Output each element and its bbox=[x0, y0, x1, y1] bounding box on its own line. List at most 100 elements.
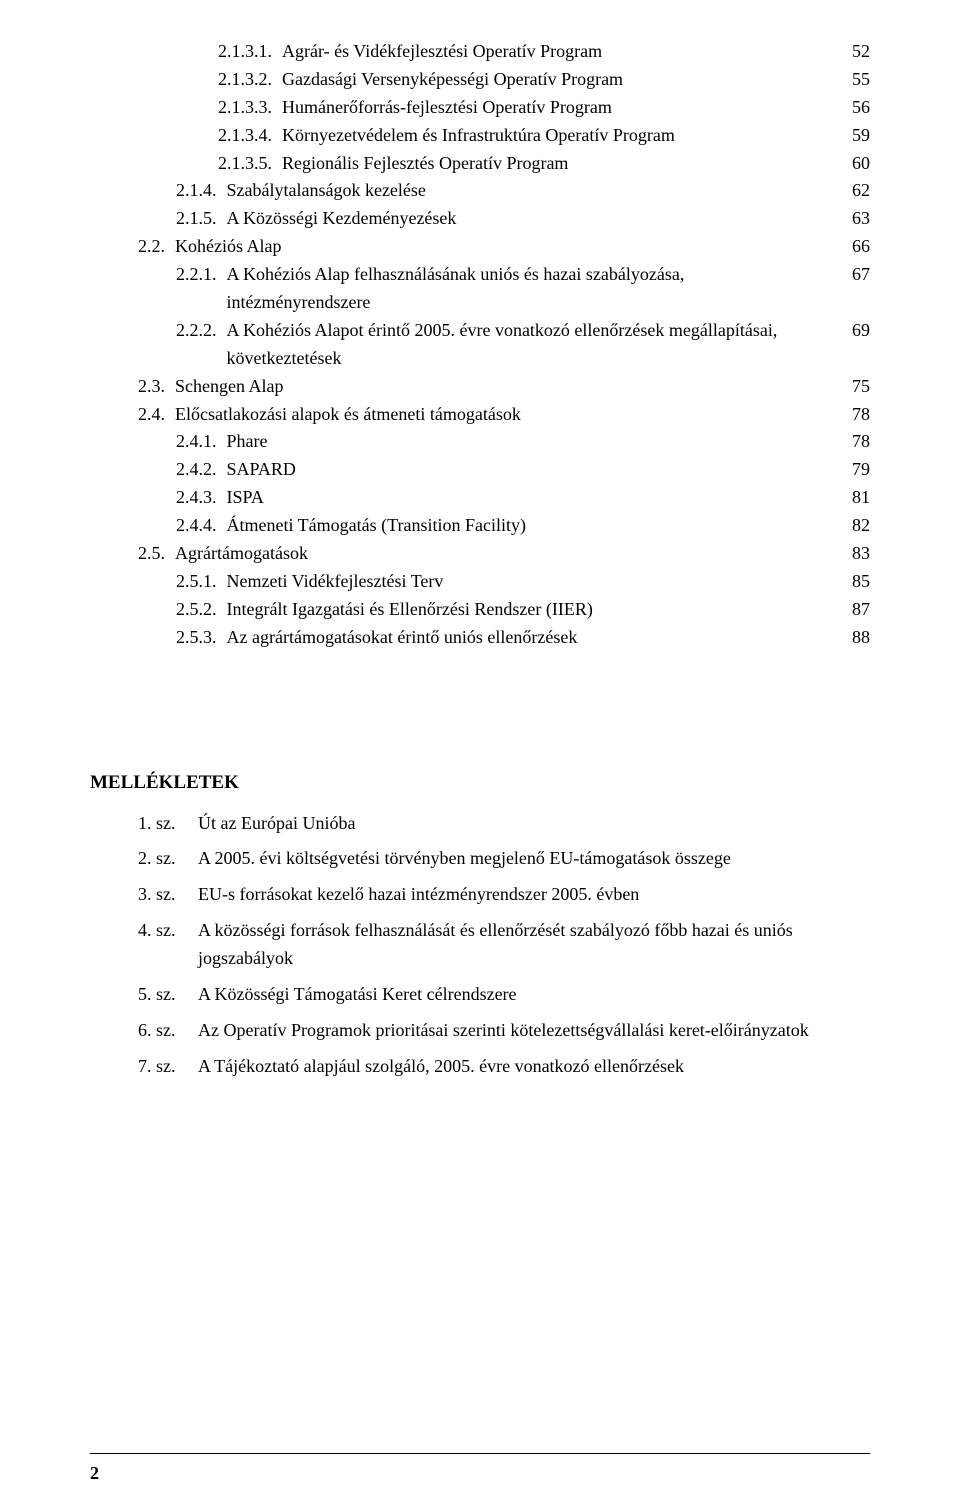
appendix-title: Az Operatív Programok prioritásai szerin… bbox=[198, 1017, 870, 1045]
toc-title: Regionális Fejlesztés Operatív Program bbox=[282, 150, 838, 178]
toc-row: 2.4.4.Átmeneti Támogatás (Transition Fac… bbox=[90, 512, 870, 540]
toc-row: 2.5.2.Integrált Igazgatási és Ellenőrzés… bbox=[90, 596, 870, 624]
toc-number: 2.3. bbox=[138, 373, 175, 401]
toc-title: Agrártámogatások bbox=[175, 540, 838, 568]
toc-row: 2.5.3.Az agrártámogatásokat érintő uniós… bbox=[90, 624, 870, 652]
toc-number: 2.1.3.5. bbox=[218, 150, 282, 178]
toc-number: 2.5.3. bbox=[176, 624, 227, 652]
appendix-number: 4. sz. bbox=[138, 917, 198, 945]
toc-page-number: 66 bbox=[838, 233, 870, 261]
toc-row: 2.4.Előcsatlakozási alapok és átmeneti t… bbox=[90, 401, 870, 429]
toc-title: Phare bbox=[227, 428, 839, 456]
toc-title: Átmeneti Támogatás (Transition Facility) bbox=[227, 512, 839, 540]
appendix-row: 6. sz.Az Operatív Programok prioritásai … bbox=[138, 1017, 870, 1045]
footer-rule bbox=[90, 1453, 870, 1454]
toc-page-number: 88 bbox=[838, 624, 870, 652]
toc-page-number: 56 bbox=[838, 94, 870, 122]
toc-number: 2.1.3.2. bbox=[218, 66, 282, 94]
toc-number: 2.1.3.3. bbox=[218, 94, 282, 122]
toc-page-number: 79 bbox=[838, 456, 870, 484]
footer-page-number: 2 bbox=[90, 1463, 99, 1484]
toc-page-number: 63 bbox=[838, 205, 870, 233]
appendix-title: Út az Európai Unióba bbox=[198, 810, 870, 838]
toc-row: 2.4.1.Phare78 bbox=[90, 428, 870, 456]
toc-row: 2.1.5.A Közösségi Kezdeményezések63 bbox=[90, 205, 870, 233]
toc-row: 2.4.2.SAPARD79 bbox=[90, 456, 870, 484]
toc-row: 2.2.2.A Kohéziós Alapot érintő 2005. évr… bbox=[90, 317, 870, 373]
table-of-contents: 2.1.3.1.Agrár- és Vidékfejlesztési Opera… bbox=[90, 38, 870, 652]
toc-number: 2.4.2. bbox=[176, 456, 227, 484]
appendix-row: 7. sz.A Tájékoztató alapjául szolgáló, 2… bbox=[138, 1053, 870, 1081]
toc-row: 2.2.1.A Kohéziós Alap felhasználásának u… bbox=[90, 261, 870, 317]
toc-number: 2.4.3. bbox=[176, 484, 227, 512]
toc-number: 2.1.3.4. bbox=[218, 122, 282, 150]
toc-row: 2.5.Agrártámogatások83 bbox=[90, 540, 870, 568]
toc-title: Agrár- és Vidékfejlesztési Operatív Prog… bbox=[282, 38, 838, 66]
toc-title: SAPARD bbox=[227, 456, 839, 484]
toc-page-number: 87 bbox=[838, 596, 870, 624]
toc-page-number: 82 bbox=[838, 512, 870, 540]
appendix-row: 1. sz.Út az Európai Unióba bbox=[138, 810, 870, 838]
toc-row: 2.5.1.Nemzeti Vidékfejlesztési Terv85 bbox=[90, 568, 870, 596]
toc-title: Kohéziós Alap bbox=[175, 233, 838, 261]
appendix-row: 3. sz.EU-s forrásokat kezelő hazai intéz… bbox=[138, 881, 870, 909]
toc-row: 2.1.3.1.Agrár- és Vidékfejlesztési Opera… bbox=[90, 38, 870, 66]
toc-title: A Közösségi Kezdeményezések bbox=[227, 205, 839, 233]
toc-number: 2.1.3.1. bbox=[218, 38, 282, 66]
appendix-title: A Közösségi Támogatási Keret célrendszer… bbox=[198, 981, 870, 1009]
toc-row: 2.1.3.5.Regionális Fejlesztés Operatív P… bbox=[90, 150, 870, 178]
toc-page-number: 78 bbox=[838, 401, 870, 429]
toc-title: Szabálytalanságok kezelése bbox=[227, 177, 839, 205]
toc-title: Schengen Alap bbox=[175, 373, 838, 401]
toc-number: 2.2.1. bbox=[176, 261, 227, 289]
toc-number: 2.5.1. bbox=[176, 568, 227, 596]
toc-page-number: 62 bbox=[838, 177, 870, 205]
toc-page-number: 83 bbox=[838, 540, 870, 568]
toc-row: 2.2.Kohéziós Alap66 bbox=[90, 233, 870, 261]
toc-row: 2.1.3.3.Humánerőforrás-fejlesztési Opera… bbox=[90, 94, 870, 122]
toc-title: Környezetvédelem és Infrastruktúra Opera… bbox=[282, 122, 838, 150]
appendix-row: 4. sz.A közösségi források felhasználásá… bbox=[138, 917, 870, 973]
toc-number: 2.4.4. bbox=[176, 512, 227, 540]
appendix-row: 5. sz.A Közösségi Támogatási Keret célre… bbox=[138, 981, 870, 1009]
toc-number: 2.4. bbox=[138, 401, 175, 429]
appendix-row: 2. sz.A 2005. évi költségvetési törvényb… bbox=[138, 845, 870, 873]
toc-title: ISPA bbox=[227, 484, 839, 512]
toc-page-number: 85 bbox=[838, 568, 870, 596]
toc-title: Az agrártámogatásokat érintő uniós ellen… bbox=[227, 624, 839, 652]
toc-page-number: 67 bbox=[838, 261, 870, 289]
appendix-number: 7. sz. bbox=[138, 1053, 198, 1081]
toc-row: 2.1.4.Szabálytalanságok kezelése62 bbox=[90, 177, 870, 205]
toc-page-number: 52 bbox=[838, 38, 870, 66]
toc-number: 2.2. bbox=[138, 233, 175, 261]
toc-row: 2.4.3.ISPA81 bbox=[90, 484, 870, 512]
toc-title: Nemzeti Vidékfejlesztési Terv bbox=[227, 568, 839, 596]
toc-title: Humánerőforrás-fejlesztési Operatív Prog… bbox=[282, 94, 838, 122]
toc-number: 2.4.1. bbox=[176, 428, 227, 456]
toc-page-number: 59 bbox=[838, 122, 870, 150]
toc-page-number: 81 bbox=[838, 484, 870, 512]
toc-number: 2.5. bbox=[138, 540, 175, 568]
toc-title: Gazdasági Versenyképességi Operatív Prog… bbox=[282, 66, 838, 94]
toc-row: 2.1.3.2.Gazdasági Versenyképességi Opera… bbox=[90, 66, 870, 94]
appendix-number: 1. sz. bbox=[138, 810, 198, 838]
appendix-heading: MELLÉKLETEK bbox=[90, 772, 870, 794]
toc-row: 2.1.3.4.Környezetvédelem és Infrastruktú… bbox=[90, 122, 870, 150]
toc-page-number: 78 bbox=[838, 428, 870, 456]
document-page: 2.1.3.1.Agrár- és Vidékfejlesztési Opera… bbox=[0, 0, 960, 1510]
toc-number: 2.1.5. bbox=[176, 205, 227, 233]
appendix-number: 6. sz. bbox=[138, 1017, 198, 1045]
appendix-list: 1. sz.Út az Európai Unióba2. sz.A 2005. … bbox=[138, 810, 870, 1081]
toc-title: A Kohéziós Alap felhasználásának uniós é… bbox=[227, 261, 839, 317]
appendix-number: 2. sz. bbox=[138, 845, 198, 873]
toc-number: 2.5.2. bbox=[176, 596, 227, 624]
appendix-number: 3. sz. bbox=[138, 881, 198, 909]
toc-page-number: 69 bbox=[838, 317, 870, 345]
appendix-title: EU-s forrásokat kezelő hazai intézményre… bbox=[198, 881, 870, 909]
toc-page-number: 60 bbox=[838, 150, 870, 178]
appendix-number: 5. sz. bbox=[138, 981, 198, 1009]
toc-number: 2.1.4. bbox=[176, 177, 227, 205]
toc-title: A Kohéziós Alapot érintő 2005. évre vona… bbox=[227, 317, 839, 373]
toc-page-number: 55 bbox=[838, 66, 870, 94]
appendix-title: A 2005. évi költségvetési törvényben meg… bbox=[198, 845, 870, 873]
